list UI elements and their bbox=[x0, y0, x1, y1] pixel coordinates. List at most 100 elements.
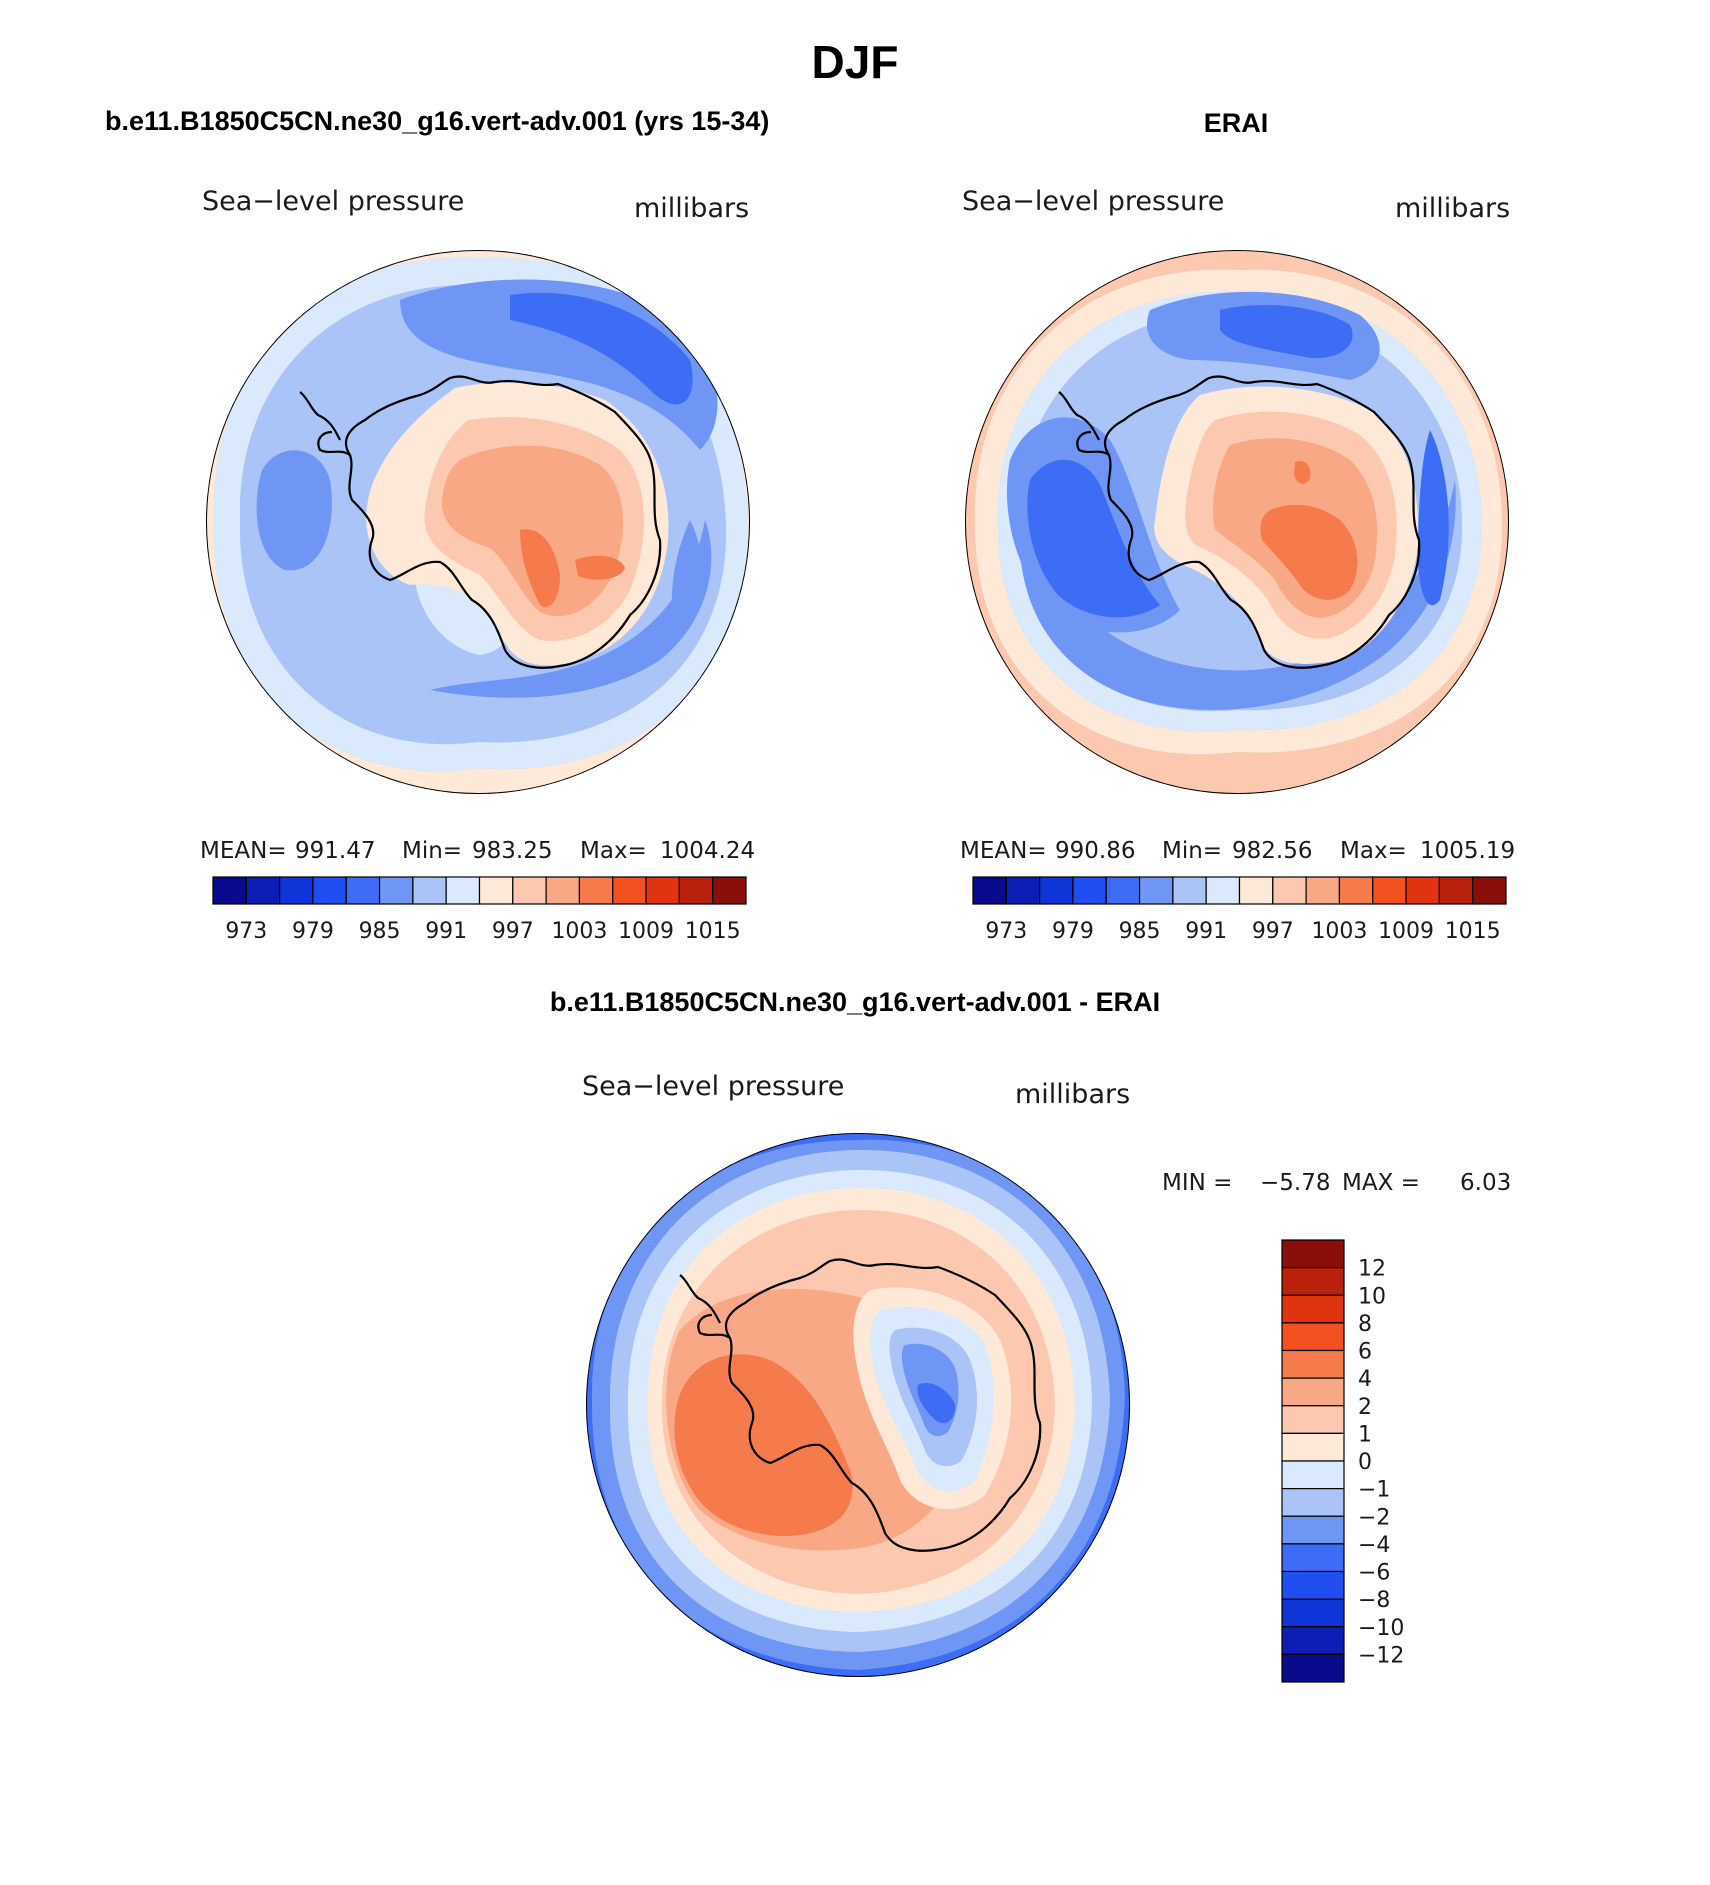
colorbar-tick-label: −12 bbox=[1358, 1643, 1404, 1668]
obs-variable-label: Sea−level pressure bbox=[962, 186, 1224, 217]
colorbar-box bbox=[1005, 876, 1041, 905]
colorbar-box bbox=[1281, 1322, 1345, 1352]
colorbar-tick-label: 1009 bbox=[1378, 919, 1434, 944]
colorbar-box bbox=[645, 876, 680, 905]
colorbar-tick-label: −2 bbox=[1358, 1505, 1390, 1530]
colorbar-box bbox=[712, 876, 747, 905]
colorbar-box bbox=[678, 876, 714, 905]
diff-variable-label: Sea−level pressure bbox=[582, 1071, 844, 1102]
diff-map bbox=[586, 1133, 1130, 1677]
colorbar-tick-label: −8 bbox=[1358, 1588, 1390, 1613]
colorbar-box bbox=[1472, 876, 1507, 905]
diff-units-label: millibars bbox=[1015, 1079, 1130, 1110]
colorbar-box bbox=[1372, 876, 1407, 905]
model-field-continent-1006b bbox=[575, 555, 625, 580]
colorbar-box bbox=[1281, 1570, 1345, 1600]
colorbar-tick-label: 979 bbox=[1052, 919, 1094, 944]
colorbar-tick-label: 1009 bbox=[618, 919, 674, 944]
model-field-east-low bbox=[671, 520, 702, 640]
colorbar-tick-label: 985 bbox=[1119, 919, 1161, 944]
colorbar-tick-label: 973 bbox=[225, 919, 267, 944]
colorbar-tick-label: −1 bbox=[1358, 1478, 1390, 1503]
colorbar-box bbox=[1281, 1598, 1345, 1628]
model-max-label: Max= bbox=[580, 838, 647, 864]
colorbar-box bbox=[1281, 1432, 1345, 1462]
model-panel: Sea−level pressure millibars MEAN= 991.4… bbox=[200, 186, 755, 944]
model-field-west-low bbox=[256, 450, 332, 571]
diff-max-value: 6.03 bbox=[1460, 1170, 1511, 1196]
colorbar-box bbox=[1272, 876, 1307, 905]
model-variable-label: Sea−level pressure bbox=[202, 186, 464, 217]
obs-units-label: millibars bbox=[1395, 193, 1510, 224]
colorbar-box bbox=[1281, 1653, 1345, 1683]
colorbar-box bbox=[1281, 1405, 1345, 1434]
colorbar-box bbox=[1281, 1294, 1345, 1324]
colorbar-box bbox=[1281, 1626, 1345, 1655]
obs-map bbox=[965, 250, 1509, 794]
obs-min-value: 982.56 bbox=[1232, 838, 1312, 864]
diff-panel: Sea−level pressure millibars MIN = −5.78… bbox=[582, 1071, 1511, 1683]
colorbar-box bbox=[1281, 1515, 1345, 1545]
colorbar-tick-label: 1003 bbox=[1311, 919, 1367, 944]
colorbar-tick-label: 1015 bbox=[1445, 919, 1501, 944]
colorbar-box bbox=[1405, 876, 1440, 905]
colorbar-tick-label: 985 bbox=[359, 919, 401, 944]
colorbar-tick-label: 997 bbox=[1252, 919, 1294, 944]
model-field-south-low bbox=[430, 520, 712, 698]
model-panel-title: b.e11.B1850C5CN.ne30_g16.vert-adv.001 (y… bbox=[105, 106, 769, 136]
colorbar-box bbox=[412, 876, 447, 905]
colorbar-tick-label: 991 bbox=[425, 919, 467, 944]
model-max-value: 1004.24 bbox=[660, 838, 755, 864]
model-mean-label: MEAN= bbox=[200, 838, 287, 864]
colorbar-box bbox=[972, 876, 1007, 905]
colorbar-tick-label: 1 bbox=[1358, 1422, 1372, 1447]
colorbar-tick-label: 991 bbox=[1185, 919, 1227, 944]
colorbar-box bbox=[279, 876, 314, 905]
obs-min-label: Min= bbox=[1162, 838, 1222, 864]
model-min-label: Min= bbox=[402, 838, 462, 864]
obs-field-east-low bbox=[1417, 430, 1449, 606]
colorbar-box bbox=[1205, 876, 1241, 905]
model-min-value: 983.25 bbox=[472, 838, 552, 864]
colorbar-box bbox=[212, 876, 247, 905]
colorbar-box bbox=[612, 876, 647, 905]
colorbar-box bbox=[1281, 1267, 1345, 1296]
diff-max-label: MAX = bbox=[1342, 1170, 1420, 1196]
diff-min-value: −5.78 bbox=[1260, 1170, 1330, 1196]
colorbar-box bbox=[1338, 876, 1374, 905]
colorbar-tick-label: 2 bbox=[1358, 1395, 1372, 1420]
model-units-label: millibars bbox=[634, 193, 749, 224]
model-map bbox=[206, 250, 750, 794]
colorbar-box bbox=[512, 876, 547, 905]
obs-peninsula-coastline bbox=[1058, 391, 1110, 456]
colorbar-box bbox=[1281, 1349, 1345, 1379]
colorbar-box bbox=[1281, 1460, 1345, 1490]
diff-field-west-pos4 bbox=[674, 1354, 853, 1536]
diff-panel-title: b.e11.B1850C5CN.ne30_g16.vert-adv.001 - … bbox=[550, 987, 1160, 1017]
obs-panel: Sea−level pressure millibars MEAN= 990.8… bbox=[960, 186, 1515, 944]
colorbar-tick-label: 4 bbox=[1358, 1367, 1372, 1392]
colorbar-tick-label: 0 bbox=[1358, 1450, 1372, 1475]
obs-mean-label: MEAN= bbox=[960, 838, 1047, 864]
colorbar-tick-label: 979 bbox=[292, 919, 334, 944]
colorbar-tick-label: 6 bbox=[1358, 1340, 1372, 1365]
colorbar-box bbox=[345, 876, 381, 905]
colorbar-box bbox=[478, 876, 514, 905]
obs-colorbar: 973 979 985 991 997 1003 1009 1015 bbox=[972, 876, 1507, 944]
colorbar-box bbox=[545, 876, 581, 905]
diff-field-interior-neg6 bbox=[917, 1382, 956, 1424]
colorbar-box bbox=[1238, 876, 1274, 905]
obs-max-label: Max= bbox=[1340, 838, 1407, 864]
obs-max-value: 1005.19 bbox=[1420, 838, 1515, 864]
obs-field-continent-1006b bbox=[1294, 460, 1311, 484]
model-peninsula-coastline bbox=[299, 391, 351, 456]
obs-field-continent-1006 bbox=[1260, 504, 1358, 600]
colorbar-tick-label: −10 bbox=[1358, 1616, 1404, 1641]
colorbar-tick-label: −4 bbox=[1358, 1533, 1390, 1558]
obs-field-north-low-985 bbox=[1220, 305, 1353, 359]
colorbar-tick-label: 12 bbox=[1358, 1257, 1386, 1282]
model-field-trough-low-b bbox=[510, 292, 693, 405]
colorbar-box bbox=[245, 876, 281, 905]
